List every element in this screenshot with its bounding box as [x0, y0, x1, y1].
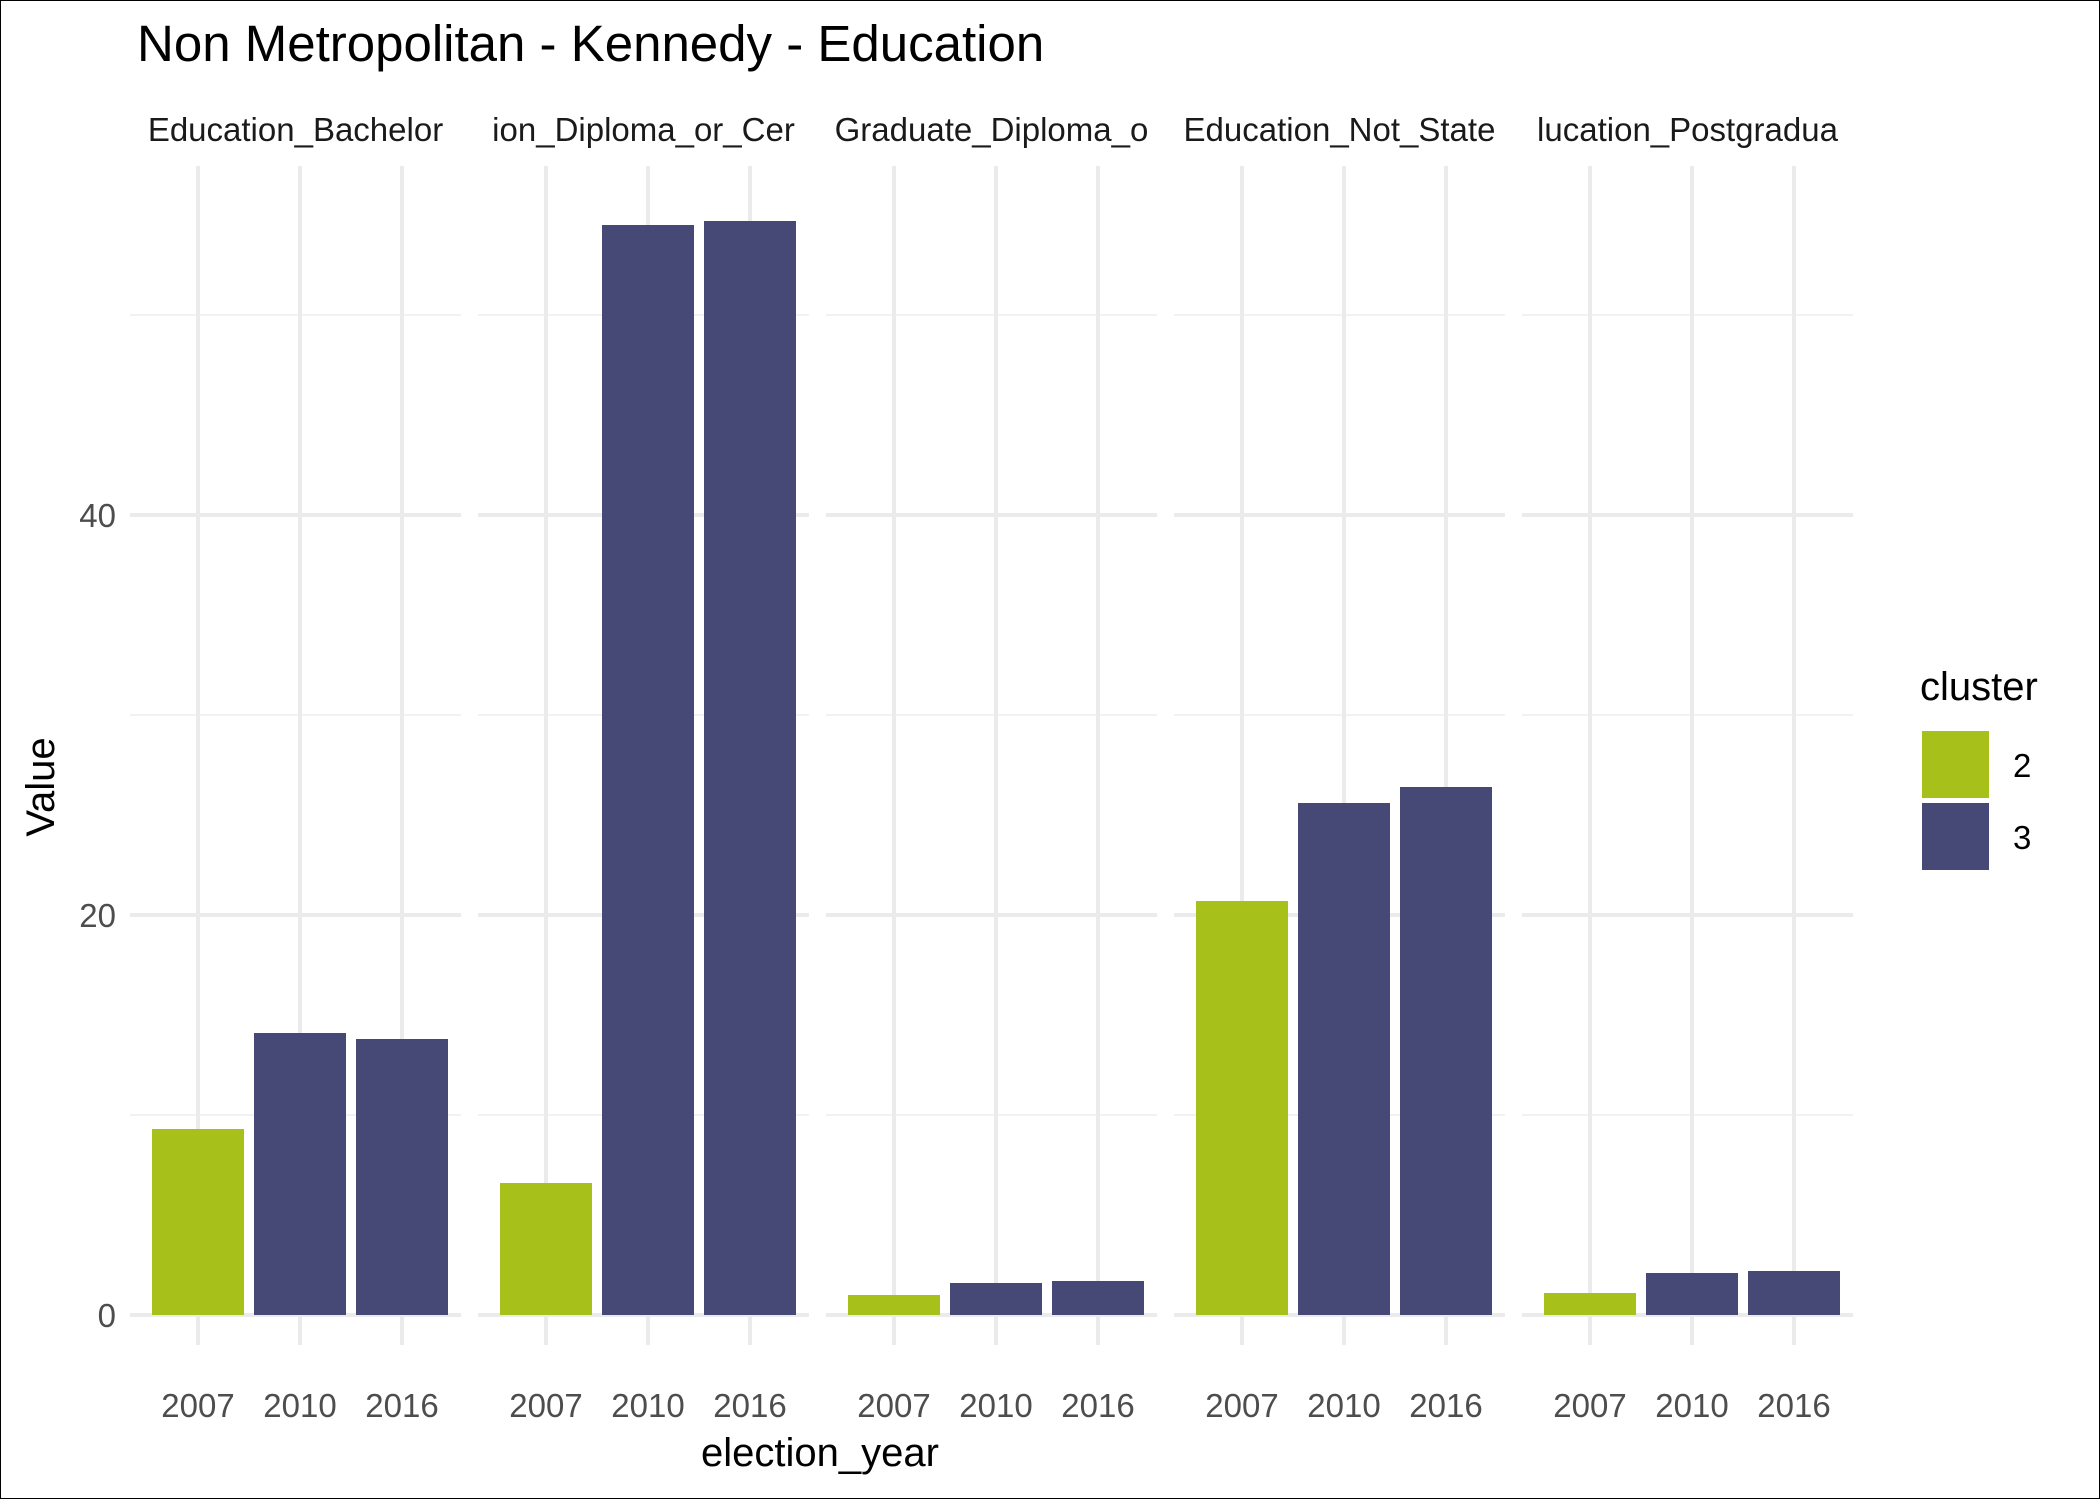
- y-axis-title: Value: [19, 737, 63, 836]
- y-tick-label: 20: [79, 897, 116, 934]
- legend-title: cluster: [1920, 665, 2038, 709]
- bar: [1298, 803, 1390, 1315]
- bar: [950, 1283, 1042, 1315]
- legend: cluster 2 3: [1920, 665, 2038, 870]
- x-tick-label: 2010: [959, 1387, 1032, 1424]
- bar: [1196, 901, 1288, 1315]
- bar: [1646, 1273, 1738, 1315]
- bar: [356, 1039, 448, 1315]
- x-tick-label: 2016: [1757, 1387, 1830, 1424]
- bar: [1544, 1293, 1636, 1315]
- facet-panel: Graduate_Diploma_o 2007 2010 2016: [826, 111, 1157, 1424]
- facet-panel: lucation_Postgradua 2007 2010 2016: [1522, 111, 1853, 1424]
- x-tick-label: 2007: [1205, 1387, 1278, 1424]
- x-tick-label: 2016: [1409, 1387, 1482, 1424]
- y-tick-label: 0: [98, 1297, 116, 1334]
- facet-panel: Education_Not_State 2007 2010 2016: [1174, 111, 1505, 1424]
- facet-panel: ion_Diploma_or_Cer 2007 2010 2016: [478, 111, 809, 1424]
- x-tick-label: 2010: [1307, 1387, 1380, 1424]
- x-tick-label: 2007: [857, 1387, 930, 1424]
- y-axis-ticks: 0 20 40: [79, 497, 116, 1334]
- x-tick-label: 2016: [365, 1387, 438, 1424]
- legend-key: [1922, 731, 1989, 798]
- bar: [152, 1129, 244, 1315]
- chart-title: Non Metropolitan - Kennedy - Education: [137, 15, 1044, 72]
- legend-label: 3: [2013, 819, 2031, 856]
- bar: [1748, 1271, 1840, 1315]
- x-tick-label: 2016: [713, 1387, 786, 1424]
- bar: [500, 1183, 592, 1315]
- bar: [1052, 1281, 1144, 1315]
- bar: [704, 221, 796, 1315]
- x-tick-label: 2007: [509, 1387, 582, 1424]
- facet-panel: Education_Bachelor 2007 2010 2016: [130, 111, 461, 1424]
- facet-strip-label: Graduate_Diploma_o: [835, 111, 1149, 148]
- bar: [602, 225, 694, 1315]
- x-tick-label: 2007: [1553, 1387, 1626, 1424]
- facet-strip-label: Education_Bachelor: [148, 111, 443, 148]
- x-axis-title: election_year: [701, 1431, 939, 1475]
- x-tick-label: 2016: [1061, 1387, 1134, 1424]
- bar: [848, 1295, 940, 1315]
- x-tick-label: 2007: [161, 1387, 234, 1424]
- legend-key: [1922, 803, 1989, 870]
- facet-strip-label: Education_Not_State: [1184, 111, 1496, 148]
- facet-strip-label: lucation_Postgradua: [1537, 111, 1839, 148]
- y-tick-label: 40: [79, 497, 116, 534]
- x-tick-label: 2010: [263, 1387, 336, 1424]
- x-tick-label: 2010: [611, 1387, 684, 1424]
- bar: [1400, 787, 1492, 1315]
- facet-strip-label: ion_Diploma_or_Cer: [492, 111, 795, 148]
- legend-label: 2: [2013, 747, 2031, 784]
- bar: [254, 1033, 346, 1315]
- x-tick-label: 2010: [1655, 1387, 1728, 1424]
